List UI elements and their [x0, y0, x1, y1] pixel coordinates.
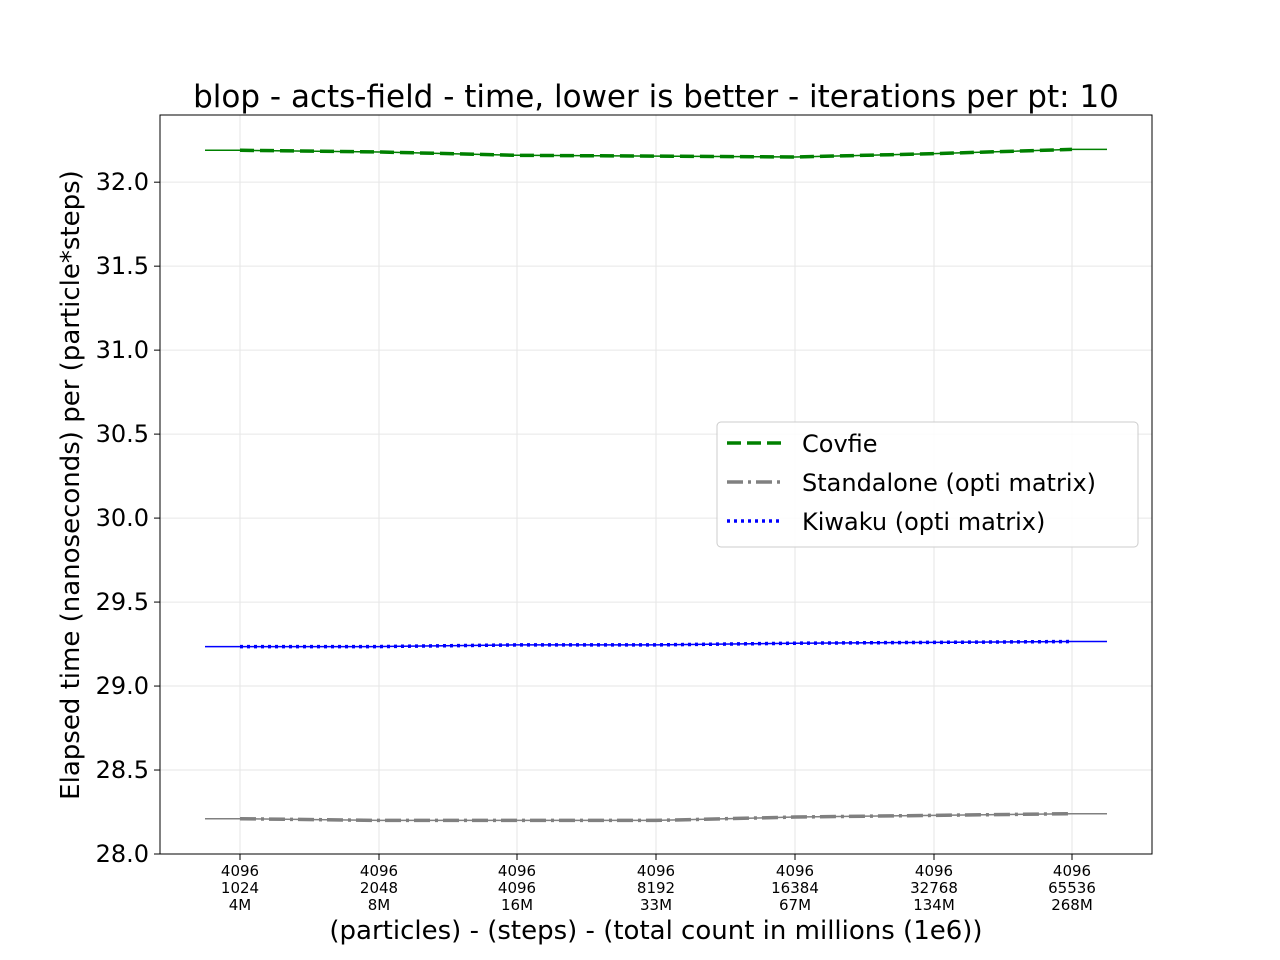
- x-tick-label: 16384: [771, 879, 819, 897]
- y-tick-label: 32.0: [96, 168, 149, 196]
- chart-title: blop - acts-field - time, lower is bette…: [193, 79, 1119, 115]
- x-tick-label: 8M: [368, 896, 391, 914]
- x-axis-label: (particles) - (steps) - (total count in …: [329, 916, 982, 946]
- x-tick-label: 4096: [637, 862, 675, 880]
- x-tick-label: 268M: [1051, 896, 1093, 914]
- x-ticks: 409610244M409620488M4096409616M409681923…: [221, 854, 1096, 914]
- legend-box: [716, 421, 1139, 548]
- legend-label: Standalone (opti matrix): [802, 469, 1096, 497]
- y-ticks: 28.0 28.5 29.0 29.5 30.0 30.5 31.0 31.5 32.0: [96, 168, 160, 868]
- y-tick-label: 28.5: [96, 756, 149, 784]
- x-tick-label: 4096: [498, 862, 536, 880]
- x-tick-label: 16M: [501, 896, 533, 914]
- y-tick-label: 30.5: [96, 420, 149, 448]
- y-tick-label: 28.0: [96, 840, 149, 868]
- x-tick-label: 4096: [498, 879, 536, 897]
- x-tick-label: 2048: [360, 879, 398, 897]
- series-group: [205, 147, 1107, 823]
- x-tick-label: 8192: [637, 879, 675, 897]
- y-tick-label: 31.5: [96, 252, 149, 280]
- x-tick-label: 67M: [779, 896, 811, 914]
- series-line-1: [239, 811, 1073, 823]
- x-tick-label: 32768: [910, 879, 958, 897]
- x-tick-label: 4M: [229, 896, 252, 914]
- y-tick-label: 30.0: [96, 504, 149, 532]
- x-tick-label: 33M: [640, 896, 672, 914]
- x-tick-label: 4096: [360, 862, 398, 880]
- legend: Covfie Standalone (opti matrix) Kiwaku (op…: [716, 421, 1139, 548]
- x-tick-label: 4096: [1053, 862, 1091, 880]
- x-tick-label: 4096: [221, 862, 259, 880]
- x-tick-label: 65536: [1048, 879, 1096, 897]
- y-axis-label: Elapsed time (nanoseconds) per (particle…: [56, 170, 86, 800]
- x-tick-label: 1024: [221, 879, 259, 897]
- legend-label: Kiwaku (opti matrix): [802, 508, 1045, 536]
- x-tick-label: 4096: [776, 862, 814, 880]
- x-tick-label: 4096: [915, 862, 953, 880]
- y-tick-label: 29.0: [96, 672, 149, 700]
- x-tick-label: 134M: [913, 896, 955, 914]
- legend-label: Covfie: [802, 430, 878, 458]
- series-line-2: [240, 639, 1073, 649]
- y-tick-label: 31.0: [96, 336, 149, 364]
- y-tick-label: 29.5: [96, 588, 149, 616]
